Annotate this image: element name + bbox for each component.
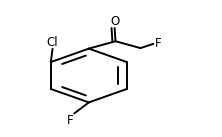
Text: F: F — [67, 114, 73, 127]
Text: Cl: Cl — [47, 36, 58, 48]
Text: O: O — [110, 15, 119, 28]
Text: F: F — [155, 37, 161, 50]
